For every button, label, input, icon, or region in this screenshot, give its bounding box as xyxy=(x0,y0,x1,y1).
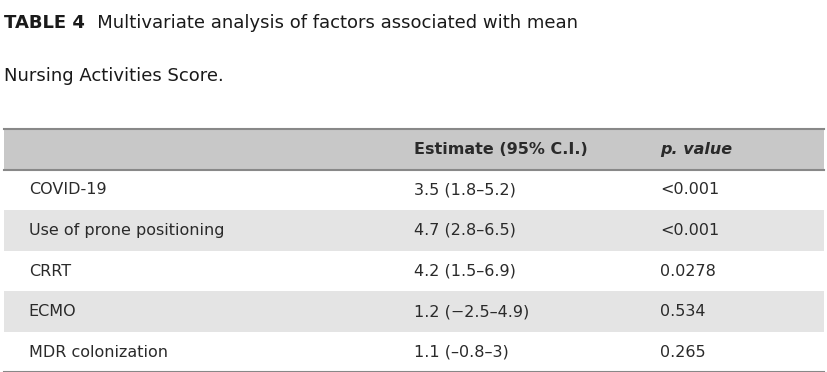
Text: Multivariate analysis of factors associated with mean: Multivariate analysis of factors associa… xyxy=(79,13,577,32)
Text: CRRT: CRRT xyxy=(29,263,71,279)
Text: 0.534: 0.534 xyxy=(659,304,705,319)
Text: 0.0278: 0.0278 xyxy=(659,263,715,279)
Text: MDR colonization: MDR colonization xyxy=(29,345,168,360)
Text: Use of prone positioning: Use of prone positioning xyxy=(29,223,224,238)
Text: p. value: p. value xyxy=(659,142,731,157)
Text: <0.001: <0.001 xyxy=(659,223,719,238)
Text: ECMO: ECMO xyxy=(29,304,76,319)
Bar xyxy=(4,170,823,210)
Bar xyxy=(4,251,823,291)
Text: COVID-19: COVID-19 xyxy=(29,182,106,198)
Bar xyxy=(4,129,823,170)
Text: 4.2 (1.5–6.9): 4.2 (1.5–6.9) xyxy=(414,263,515,279)
Text: 0.265: 0.265 xyxy=(659,345,705,360)
Bar xyxy=(4,332,823,372)
Text: TABLE 4: TABLE 4 xyxy=(4,13,85,32)
Text: 1.2 (−2.5–4.9): 1.2 (−2.5–4.9) xyxy=(414,304,528,319)
Text: 4.7 (2.8–6.5): 4.7 (2.8–6.5) xyxy=(414,223,515,238)
Text: Nursing Activities Score.: Nursing Activities Score. xyxy=(4,67,223,84)
Text: <0.001: <0.001 xyxy=(659,182,719,198)
Bar xyxy=(4,210,823,251)
Bar xyxy=(4,291,823,332)
Text: 1.1 (–0.8–3): 1.1 (–0.8–3) xyxy=(414,345,508,360)
Text: 3.5 (1.8–5.2): 3.5 (1.8–5.2) xyxy=(414,182,515,198)
Text: Estimate (95% C.I.): Estimate (95% C.I.) xyxy=(414,142,587,157)
